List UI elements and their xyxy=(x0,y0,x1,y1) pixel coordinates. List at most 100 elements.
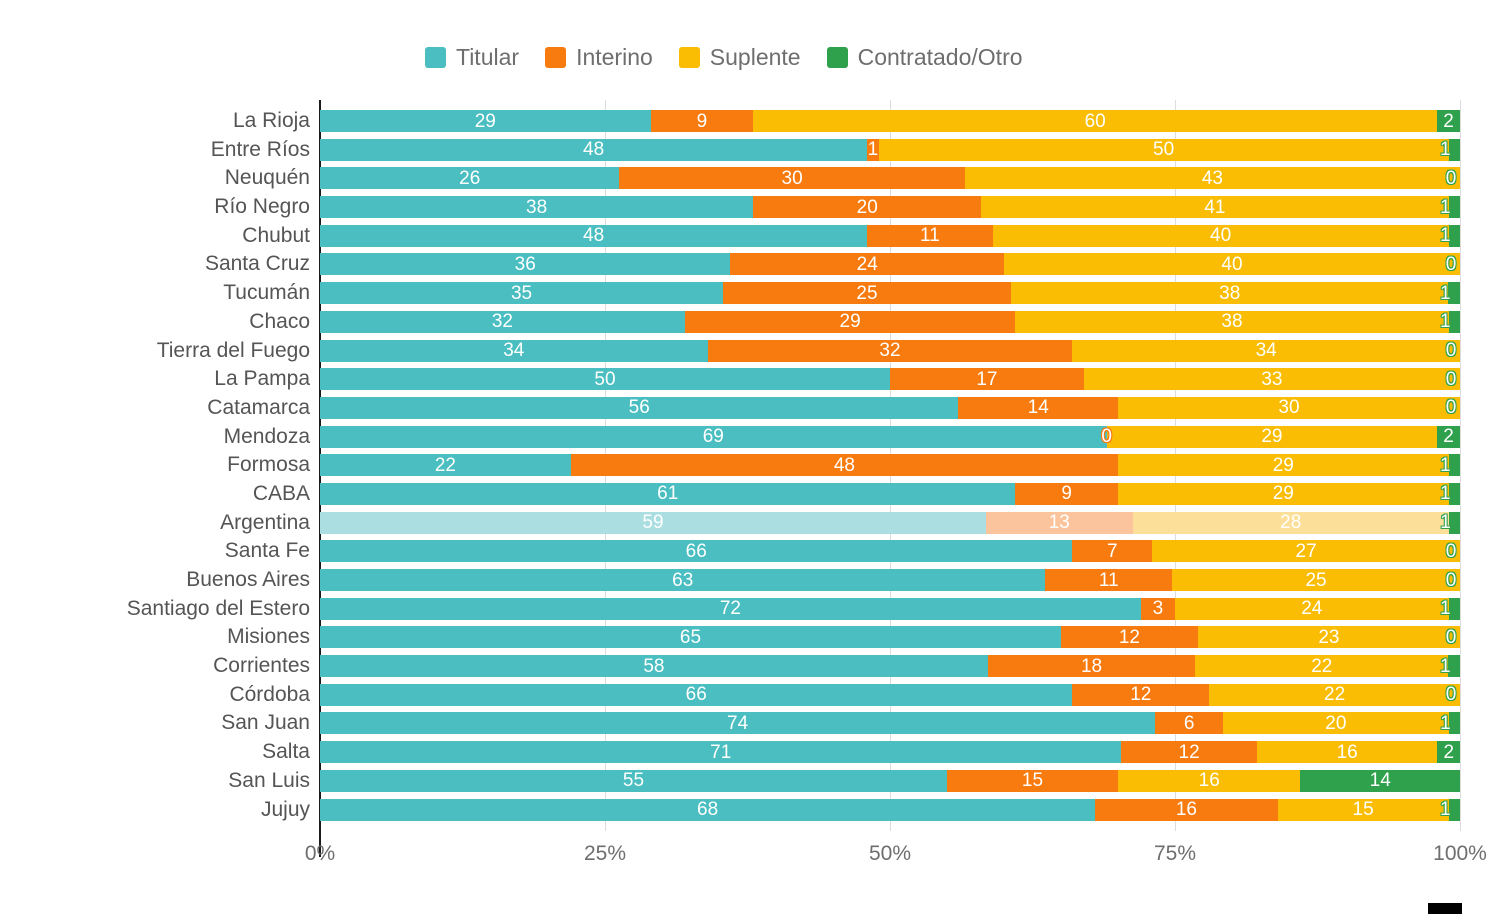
x-tick-label-25: 25% xyxy=(583,842,627,865)
segment-value-label: 24 xyxy=(1301,598,1323,620)
category-label: San Juan xyxy=(221,711,310,735)
bar-row-san-juan: San Juan 74 6 20 1 xyxy=(221,711,1460,735)
x-tick-label-0: 0% xyxy=(304,842,336,865)
segment-value-label: 50 xyxy=(594,368,616,390)
segment-value-label: 12 xyxy=(1118,626,1140,648)
segment-value-label: 14 xyxy=(1027,397,1049,419)
bar-segment-suplente: 27 xyxy=(1152,540,1460,563)
segment-value-label: 38 xyxy=(1221,311,1243,333)
segment-value-label: 0 xyxy=(1445,368,1457,390)
bar-segment-interino: 25 xyxy=(723,282,1011,305)
bar-segment-interino: 9 xyxy=(650,110,754,132)
segment-value-label: 25 xyxy=(856,282,878,304)
segment-value-label: 0 xyxy=(1445,340,1457,361)
segment-value-label: 68 xyxy=(697,799,719,820)
segment-value-label: 22 xyxy=(1311,655,1333,677)
segment-value-label: 35 xyxy=(510,282,533,304)
bar-segment-titular: 48 xyxy=(320,138,868,161)
bar-segment-titular: 63 xyxy=(320,569,1046,591)
category-label: CABA xyxy=(252,481,310,505)
segment-value-label: 20 xyxy=(1325,712,1347,734)
bar-segment-suplente: 25 xyxy=(1172,569,1460,591)
bar-segment-interino: 15 xyxy=(947,769,1118,792)
bar-segment-suplente: 29 xyxy=(1118,454,1449,477)
bar-segment-suplente: 34 xyxy=(1072,339,1460,362)
segment-value-label: 1 xyxy=(1440,196,1451,218)
bar-row-catamarca: Catamarca 56 14 30 0 xyxy=(207,396,1460,419)
bar-segment-suplente: 38 xyxy=(1015,310,1449,333)
segment-value-label: 48 xyxy=(833,454,855,476)
category-label: Misiones xyxy=(227,625,310,649)
bar-segment-suplente: 41 xyxy=(981,196,1449,219)
gridline-100 xyxy=(1460,100,1461,831)
bar-segment-contratado-otro: 1 xyxy=(1440,798,1461,821)
segment-value-label: 63 xyxy=(672,569,694,591)
legend-item-interino: Interino xyxy=(545,44,653,71)
category-label: Salta xyxy=(262,740,310,764)
segment-value-label: 27 xyxy=(1295,540,1317,562)
bar-segment-interino: 16 xyxy=(1095,798,1278,821)
segment-value-label: 34 xyxy=(1255,340,1277,361)
bar-segment-contratado-otro: 1 xyxy=(1440,712,1460,735)
segment-value-label: 0 xyxy=(1445,397,1457,419)
bar-segment-interino: 20 xyxy=(753,196,982,219)
legend-swatch-icon xyxy=(826,47,848,68)
category-label: La Pampa xyxy=(214,367,310,391)
bar-row-rio-negro: Río Negro 38 20 41 1 xyxy=(214,195,1461,219)
segment-value-label: 11 xyxy=(920,225,940,247)
category-label: Argentina xyxy=(220,510,310,534)
category-label: Formosa xyxy=(227,453,310,477)
category-label: Santa Fe xyxy=(224,539,310,563)
bar-segment-suplente: 23 xyxy=(1197,626,1460,649)
segment-value-label: 36 xyxy=(514,253,536,275)
segment-value-label: 25 xyxy=(1305,569,1327,591)
bar-row-entre-rios: Entre Ríos 48 1 50 1 xyxy=(211,138,1461,161)
legend-swatch-icon xyxy=(425,47,446,68)
segment-value-label: 66 xyxy=(685,540,707,562)
segment-value-label: 0 xyxy=(1445,569,1457,591)
bar-segment-contratado-otro: 1 xyxy=(1440,454,1460,477)
segment-value-label: 41 xyxy=(1204,196,1226,218)
bar-segment-titular: 59 xyxy=(320,511,986,534)
segment-value-label: 17 xyxy=(976,368,998,390)
bar-row-buenos-aires: Buenos Aires 63 11 25 0 xyxy=(186,568,1460,591)
x-tick-label-75: 75% xyxy=(1153,842,1197,865)
segment-value-label: 50 xyxy=(1153,139,1175,161)
segment-value-label: 71 xyxy=(710,741,732,763)
bar-segment-titular: 58 xyxy=(320,655,988,678)
bar-row-tierra-del-fuego: Tierra del Fuego 34 32 34 0 xyxy=(157,339,1460,362)
bar-row-corrientes: Corrientes 58 18 22 1 xyxy=(213,654,1460,678)
segment-value-label: 0 xyxy=(1445,626,1457,648)
bar-segment-contratado-otro: 1 xyxy=(1440,655,1460,678)
bar-row-tucuman: Tucumán 35 25 38 1 xyxy=(223,281,1460,305)
segment-value-label: 12 xyxy=(1130,684,1152,706)
segment-value-label: 0 xyxy=(1445,167,1457,189)
category-label: Tierra del Fuego xyxy=(156,338,310,362)
segment-value-label: 30 xyxy=(1278,397,1300,419)
bar-segment-contratado-otro: 1 xyxy=(1440,310,1460,333)
bar-row-caba: CABA 61 9 29 1 xyxy=(253,482,1460,505)
bar-segment-titular: 55 xyxy=(320,769,947,792)
bar-segment-suplente: 43 xyxy=(964,167,1460,190)
segment-value-label: 60 xyxy=(1084,110,1106,132)
segment-value-label: 48 xyxy=(583,139,605,161)
segment-value-label: 1 xyxy=(1440,139,1451,161)
bar-row-chubut: Chubut 48 11 40 1 xyxy=(242,224,1461,247)
bar-segment-titular: 61 xyxy=(320,482,1016,505)
bar-row-jujuy: Jujuy 68 16 15 1 xyxy=(261,798,1461,821)
legend-swatch-icon xyxy=(678,47,700,68)
bar-segment-contratado-otro: 1 xyxy=(1440,482,1460,505)
segment-value-label: 1 xyxy=(1440,799,1451,820)
bar-row-formosa: Formosa 22 48 29 1 xyxy=(227,453,1460,477)
segment-value-label: 9 xyxy=(696,110,708,132)
bar-segment-titular: 69 xyxy=(320,425,1107,448)
bar-segment-titular: 56 xyxy=(320,396,959,419)
segment-value-label: 1 xyxy=(1440,454,1451,476)
bar-segment-suplente: 22 xyxy=(1209,683,1460,706)
x-axis: 0% 25% 50% 75% 100% xyxy=(305,842,1487,870)
bar-segment-contratado-otro: 2 xyxy=(1437,425,1460,448)
bar-row-neuquen: Neuquén 26 30 43 0 xyxy=(225,166,1460,190)
segment-value-label: 32 xyxy=(879,340,901,361)
segment-value-label: 1 xyxy=(1440,225,1451,247)
bar-segment-interino: 1 xyxy=(867,138,879,161)
